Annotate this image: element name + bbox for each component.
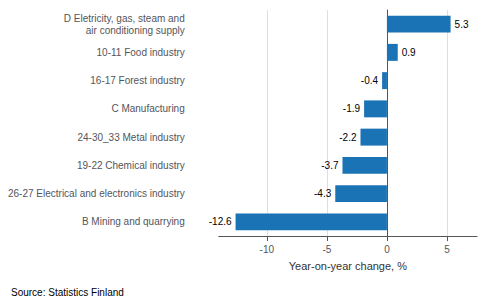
svg-text:-3.7: -3.7 [321, 160, 339, 171]
svg-text:19-22 Chemical industry: 19-22 Chemical industry [77, 160, 185, 171]
svg-text:-0.4: -0.4 [361, 75, 379, 86]
svg-text:-1.9: -1.9 [343, 103, 361, 114]
svg-text:10-11 Food industry: 10-11 Food industry [97, 47, 185, 58]
svg-text:Year-on-year change, %: Year-on-year change, % [289, 260, 407, 272]
svg-text:-5: -5 [322, 244, 331, 255]
svg-text:-12.6: -12.6 [209, 216, 232, 227]
svg-text:D Eletricity, gas, steam and: D Eletricity, gas, steam and [64, 13, 185, 24]
svg-text:5.3: 5.3 [455, 19, 469, 30]
svg-text:26-27 Electrical and electroni: 26-27 Electrical and electronics industr… [8, 188, 185, 199]
svg-text:B Mining and quarrying: B Mining and quarrying [82, 216, 185, 227]
svg-text:5: 5 [444, 244, 450, 255]
svg-text:-4.3: -4.3 [314, 188, 332, 199]
svg-text:-2.2: -2.2 [339, 132, 357, 143]
svg-text:16-17 Forest industry: 16-17 Forest industry [90, 75, 185, 86]
svg-text:0.9: 0.9 [402, 47, 416, 58]
svg-text:air conditioning supply: air conditioning supply [86, 25, 185, 36]
svg-text:Source: Statistics Finland: Source: Statistics Finland [11, 287, 124, 298]
svg-text:24-30_33 Metal industry: 24-30_33 Metal industry [77, 132, 184, 143]
svg-text:-10: -10 [260, 244, 275, 255]
svg-text:0: 0 [384, 244, 390, 255]
svg-text:C Manufacturing: C Manufacturing [111, 103, 184, 114]
